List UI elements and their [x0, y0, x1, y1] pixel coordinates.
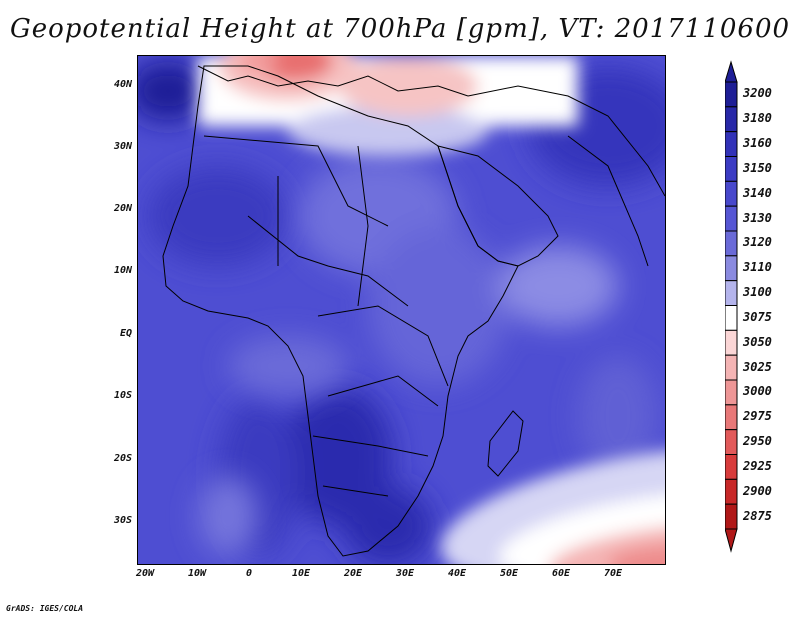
colorbar-cell — [725, 256, 737, 281]
colorbar-cell — [725, 455, 737, 480]
lat-label: 30N — [100, 141, 132, 152]
colorbar-cell — [725, 330, 737, 355]
colorbar-cell — [725, 181, 737, 206]
colorbar-cell — [725, 430, 737, 455]
colorbar-cell — [725, 132, 737, 157]
lon-label: 20W — [125, 568, 165, 579]
colorbar-cell — [725, 206, 737, 231]
lat-label: EQ — [100, 328, 132, 339]
colorbar-label: 2925 — [743, 459, 772, 473]
map-plot-area — [137, 55, 666, 565]
colorbar-label: 3075 — [743, 310, 772, 324]
credit-text: GrADS: IGES/COLA — [6, 604, 83, 613]
colorbar-label: 3130 — [743, 211, 772, 225]
lat-label: 30S — [100, 515, 132, 526]
lon-label: 0 — [229, 568, 269, 579]
colorbar-cell — [725, 157, 737, 182]
colorbar-label: 3160 — [743, 136, 772, 150]
colorbar-label: 2900 — [743, 484, 772, 498]
colorbar-cell — [725, 355, 737, 380]
colorbar-cell — [725, 479, 737, 504]
colorbar-cell — [725, 82, 737, 107]
colorbar-label: 3120 — [743, 235, 772, 249]
colorbar-label: 3050 — [743, 335, 772, 349]
colorbar-label: 3150 — [743, 161, 772, 175]
colorbar-label: 3110 — [743, 260, 772, 274]
lat-label: 10N — [100, 265, 132, 276]
colorbar-scale — [725, 60, 745, 560]
colorbar-label: 3025 — [743, 360, 772, 374]
colorbar-top-arrow — [725, 62, 737, 82]
lat-label: 40N — [100, 79, 132, 90]
lon-label: 70E — [593, 568, 633, 579]
lat-label: 10S — [100, 390, 132, 401]
colorbar-bottom-arrow — [725, 529, 737, 551]
map-title: Geopotential Height at 700hPa [gpm], VT:… — [0, 14, 800, 44]
lon-label: 40E — [437, 568, 477, 579]
colorbar-label: 3180 — [743, 111, 772, 125]
colorbar-label: 3000 — [743, 384, 772, 398]
colorbar-label: 2875 — [743, 509, 772, 523]
lat-label: 20N — [100, 203, 132, 214]
colorbar-cell — [725, 281, 737, 306]
colorbar-cell — [725, 405, 737, 430]
geopotential-field — [138, 56, 665, 564]
lon-label: 30E — [385, 568, 425, 579]
lat-label: 20S — [100, 453, 132, 464]
colorbar-label: 2950 — [743, 434, 772, 448]
colorbar-cell — [725, 380, 737, 405]
lon-label: 50E — [489, 568, 529, 579]
colorbar-label: 3200 — [743, 86, 772, 100]
lon-label: 10W — [177, 568, 217, 579]
colorbar-label: 3100 — [743, 285, 772, 299]
colorbar-cell — [725, 231, 737, 256]
colorbar-label: 2975 — [743, 409, 772, 423]
lon-label: 60E — [541, 568, 581, 579]
colorbar-cell — [725, 107, 737, 132]
lon-label: 10E — [281, 568, 321, 579]
colorbar-cell — [725, 306, 737, 331]
lon-label: 20E — [333, 568, 373, 579]
colorbar-cell — [725, 504, 737, 529]
colorbar-label: 3140 — [743, 186, 772, 200]
